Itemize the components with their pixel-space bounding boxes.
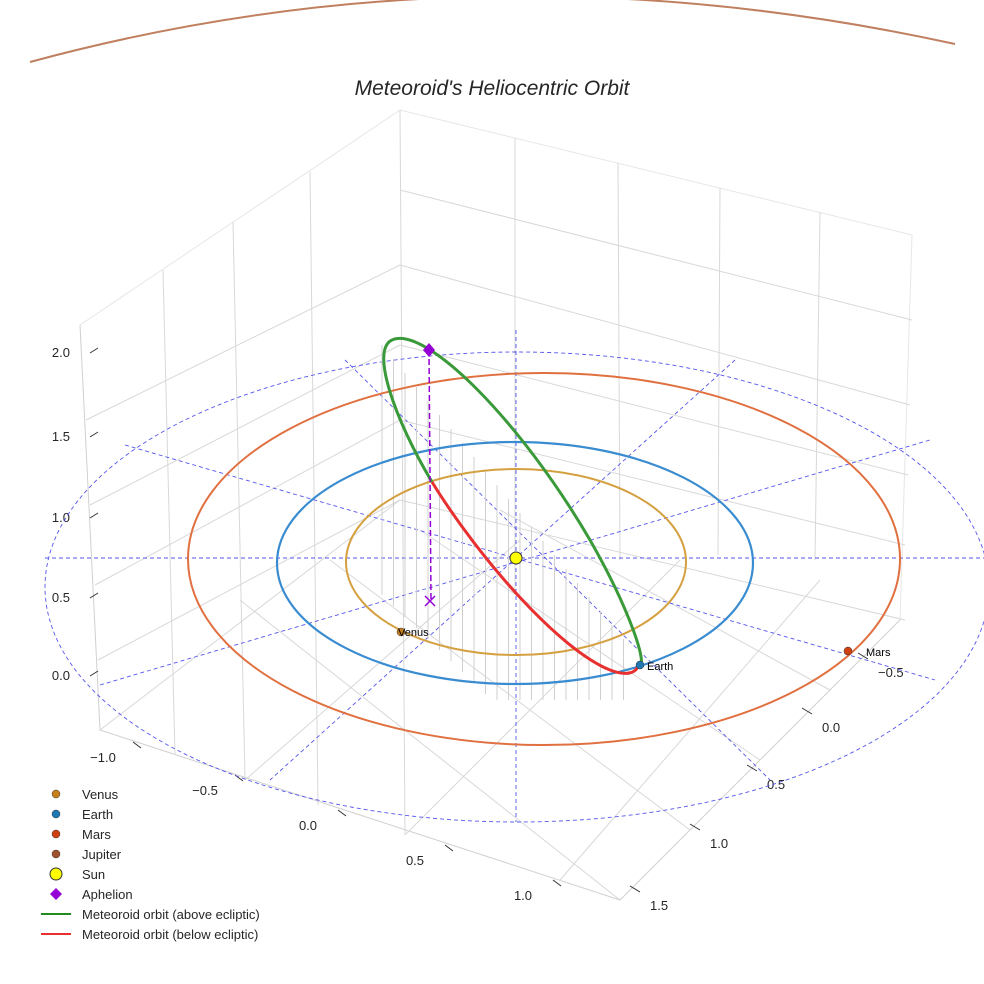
meteoroid-orbit-above — [382, 337, 643, 668]
aphelion-projection-marker — [424, 595, 436, 607]
legend-label: Sun — [82, 867, 105, 882]
legend-marker — [51, 849, 61, 859]
grid-lines — [85, 109, 913, 901]
x-axis-tick-label: −0.5 — [192, 783, 218, 798]
z-axis-tick-mark — [89, 592, 99, 599]
legend-label: Meteoroid orbit (above ecliptic) — [82, 907, 260, 922]
aphelion-drop-line — [428, 349, 432, 601]
legend-label: Earth — [82, 807, 113, 822]
y-axis-tick-mark — [857, 652, 869, 660]
legend-label: Jupiter — [82, 847, 122, 862]
z-axis-tick-mark — [89, 512, 99, 519]
legend-label: Mars — [82, 827, 111, 842]
earth-marker — [635, 660, 645, 670]
legend-label: Meteoroid orbit (below ecliptic) — [82, 927, 258, 942]
z-axis-tick-mark — [89, 347, 99, 354]
z-axis-tick-mark — [89, 431, 99, 438]
mars-orbit — [187, 372, 901, 746]
y-axis-tick-label: 0.5 — [767, 777, 785, 792]
y-axis-tick-label: 1.0 — [710, 836, 728, 851]
x-axis-tick-mark — [337, 809, 347, 817]
x-axis-tick-label: 0.0 — [299, 818, 317, 833]
earth-label: Earth — [647, 661, 673, 673]
z-axis-tick-label: 2.0 — [52, 345, 70, 360]
legend-marker — [51, 829, 61, 839]
x-axis-tick-mark — [444, 844, 454, 852]
legend-marker — [50, 888, 62, 900]
legend-marker — [51, 809, 61, 819]
legend-label: Aphelion — [82, 887, 133, 902]
x-axis-tick-label: −1.0 — [90, 750, 116, 765]
x-axis-tick-mark — [132, 741, 142, 749]
x-axis-tick-mark — [552, 879, 562, 887]
axes-panes — [79, 109, 913, 901]
mars-label: Mars — [866, 647, 891, 659]
chart-title: Meteoroid's Heliocentric Orbit — [355, 77, 631, 100]
venus-label: Venus — [398, 627, 429, 639]
x-axis-tick-label: 1.0 — [514, 888, 532, 903]
z-axis-tick-label: 0.0 — [52, 668, 70, 683]
earth-orbit — [275, 440, 755, 686]
aphelion-marker — [423, 343, 435, 357]
z-axis-tick-label: 0.5 — [52, 590, 70, 605]
x-axis-tick-label: 0.5 — [406, 853, 424, 868]
legend-marker — [51, 789, 61, 799]
venus-orbit — [345, 468, 687, 656]
y-axis-tick-label: 1.5 — [650, 898, 668, 913]
y-axis-tick-label: 0.0 — [822, 720, 840, 735]
y-axis-tick-label: −0.5 — [878, 665, 904, 680]
y-axis-tick-mark — [801, 707, 813, 715]
y-axis-tick-mark — [689, 823, 701, 831]
z-axis-tick-mark — [89, 670, 99, 677]
legend: Venus Earth Mars Jupiter Sun Aphelion Meteoroi… — [41, 787, 260, 942]
y-axis-tick-mark — [746, 764, 758, 772]
venus-marker — [396, 627, 406, 637]
z-axis-tick-label: 1.5 — [52, 429, 70, 444]
legend-marker — [49, 867, 63, 881]
legend-label: Venus — [82, 787, 119, 802]
jupiter-orbit — [29, 0, 956, 63]
z-axis-tick-label: 1.0 — [52, 510, 70, 525]
sun-marker — [509, 551, 523, 565]
y-axis-tick-mark — [629, 885, 641, 893]
mars-marker — [843, 646, 853, 656]
meteoroid-orbit-below — [430, 481, 640, 675]
